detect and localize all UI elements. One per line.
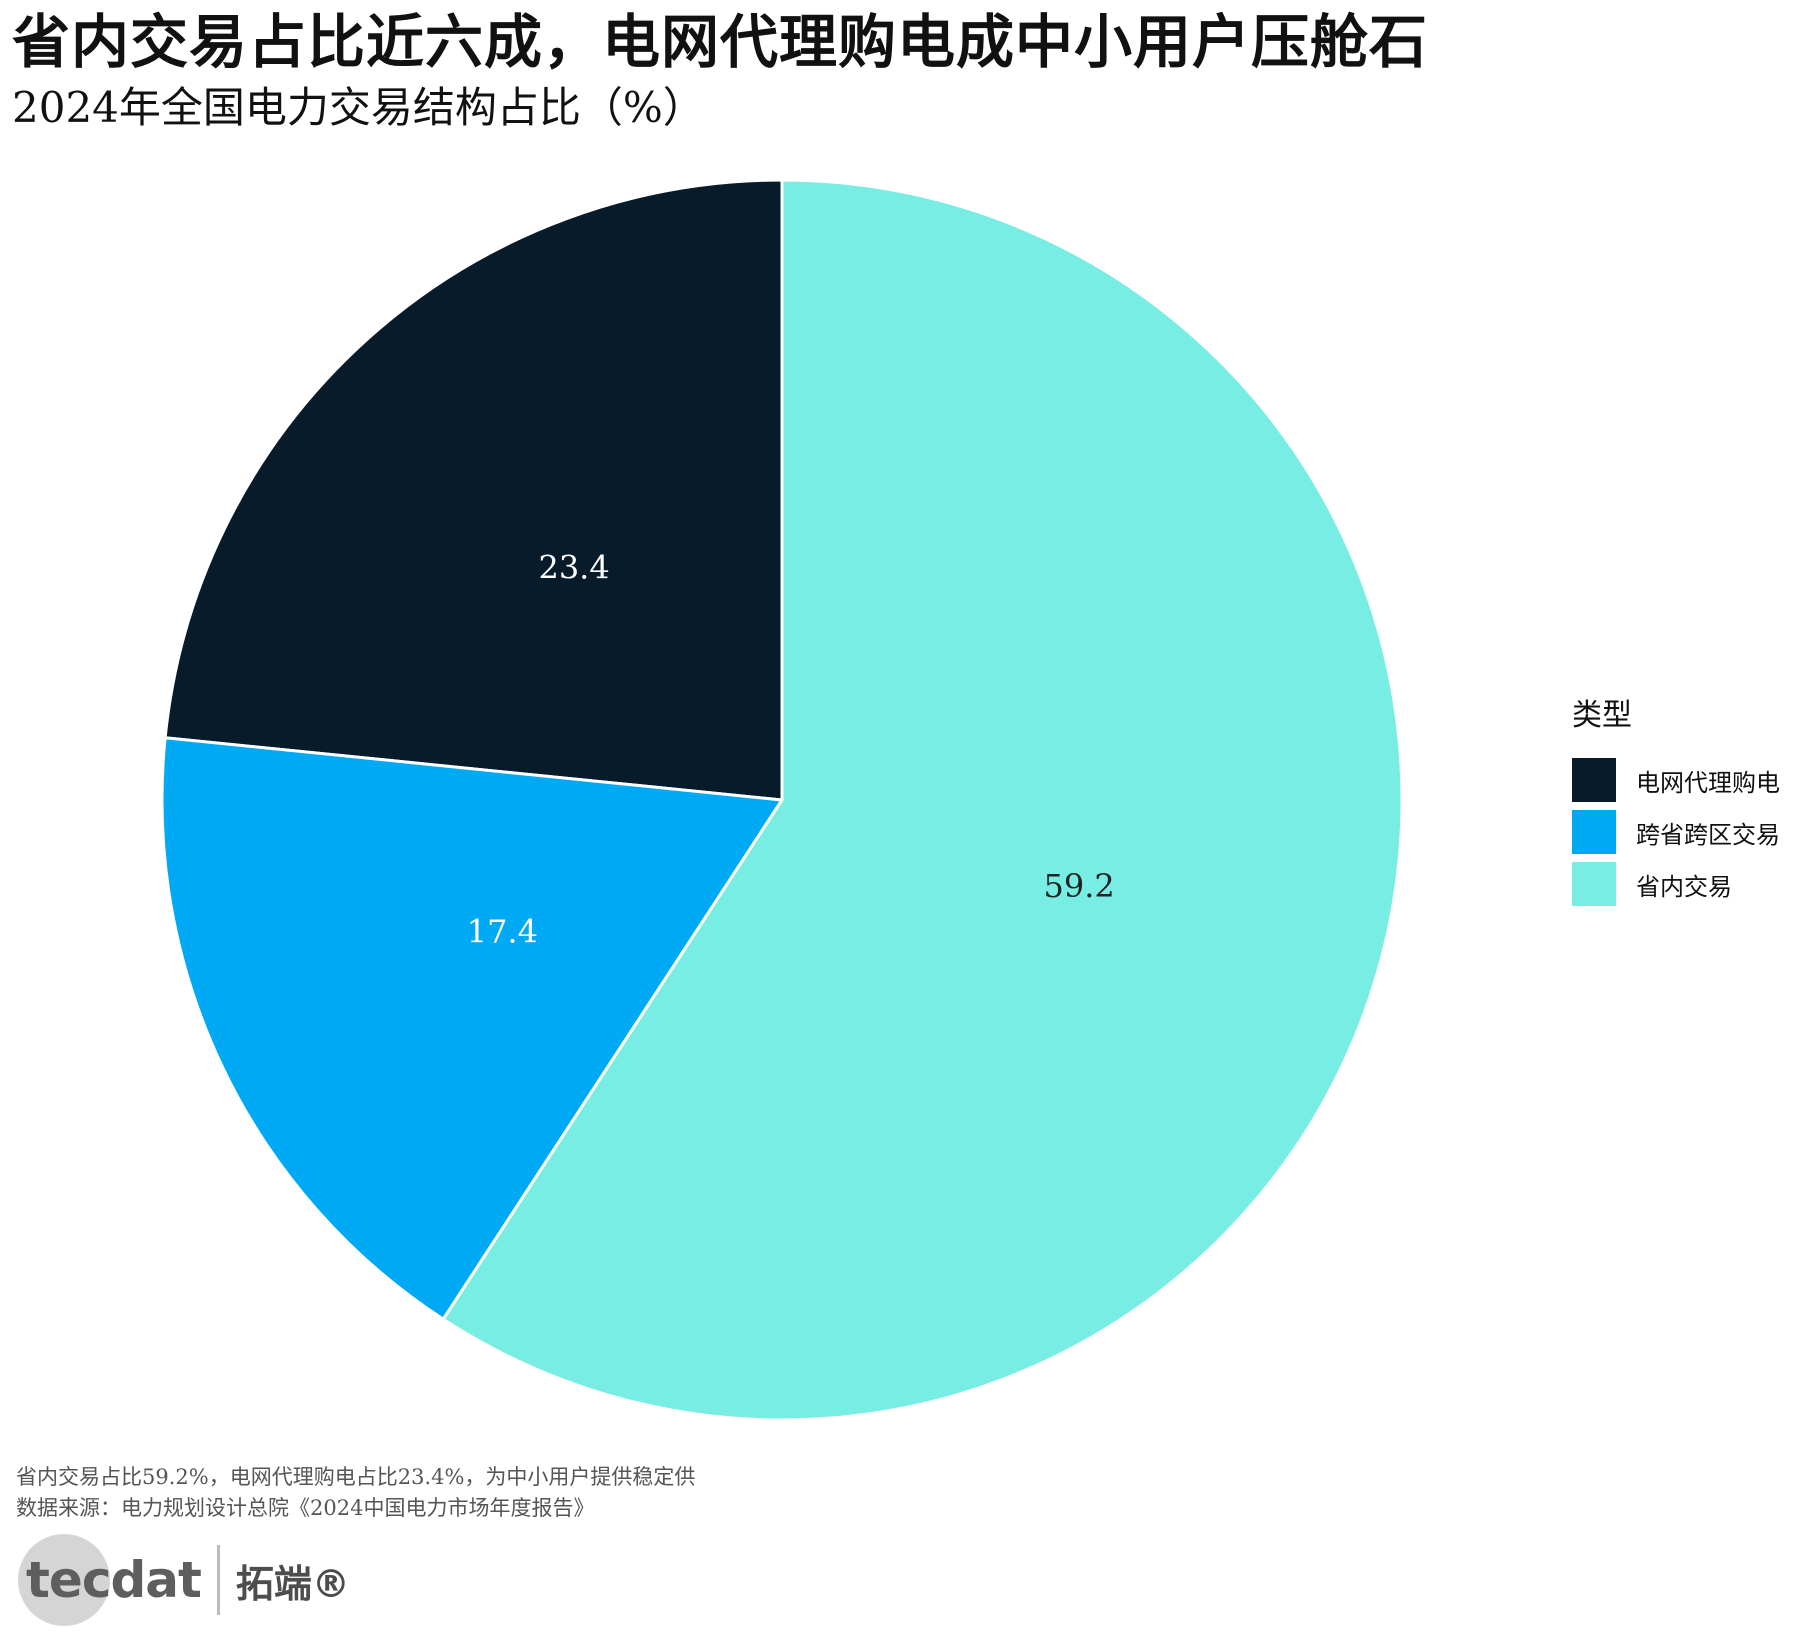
legend-label: 省内交易 (1636, 872, 1732, 901)
pie-chart: 23.4 17.4 59.2 (160, 178, 1404, 1422)
caption: 省内交易占比59.2%，电网代理购电占比23.4%，为中小用户提供稳定供 数据来… (16, 1462, 695, 1524)
chart-title: 省内交易占比近六成，电网代理购电成中小用户压舱石 (12, 8, 1429, 76)
pie-slice-value-label: 59.2 (1044, 867, 1115, 905)
chart-subtitle: 2024年全国电力交易结构占比（%） (12, 83, 705, 132)
legend-title: 类型 (1572, 698, 1632, 733)
legend-label: 跨省跨区交易 (1636, 820, 1780, 849)
legend-swatch (1572, 862, 1616, 906)
caption-note: 省内交易占比59.2%，电网代理购电占比23.4%，为中小用户提供稳定供 (16, 1465, 696, 1489)
logo-text-en: tecdat (26, 1551, 202, 1609)
legend-label: 电网代理购电 (1636, 768, 1780, 797)
legend-item-intra-province: 省内交易 (1572, 858, 1780, 910)
caption-source: 数据来源：电力规划设计总院《2024中国电力市场年度报告》 (16, 1496, 595, 1520)
brand-logo: tecdat 拓端® (18, 1534, 350, 1626)
pie-slice-value-label: 23.4 (538, 549, 609, 587)
logo-circle-icon (18, 1534, 110, 1626)
legend-swatch (1572, 810, 1616, 854)
slice-grid-agent (163, 178, 784, 802)
legend: 类型 电网代理购电 跨省跨区交易 省内交易 (1572, 696, 1780, 910)
pie-slice-value-label: 17.4 (467, 912, 538, 950)
legend-item-grid-agent: 电网代理购电 (1572, 754, 1780, 806)
logo-divider (216, 1545, 220, 1615)
slice-cross-region (160, 736, 785, 1322)
logo-text-cn: 拓端® (235, 1561, 350, 1606)
legend-item-cross-region: 跨省跨区交易 (1572, 806, 1780, 858)
legend-swatch (1572, 758, 1616, 802)
slice-intra-province (441, 178, 1404, 1422)
